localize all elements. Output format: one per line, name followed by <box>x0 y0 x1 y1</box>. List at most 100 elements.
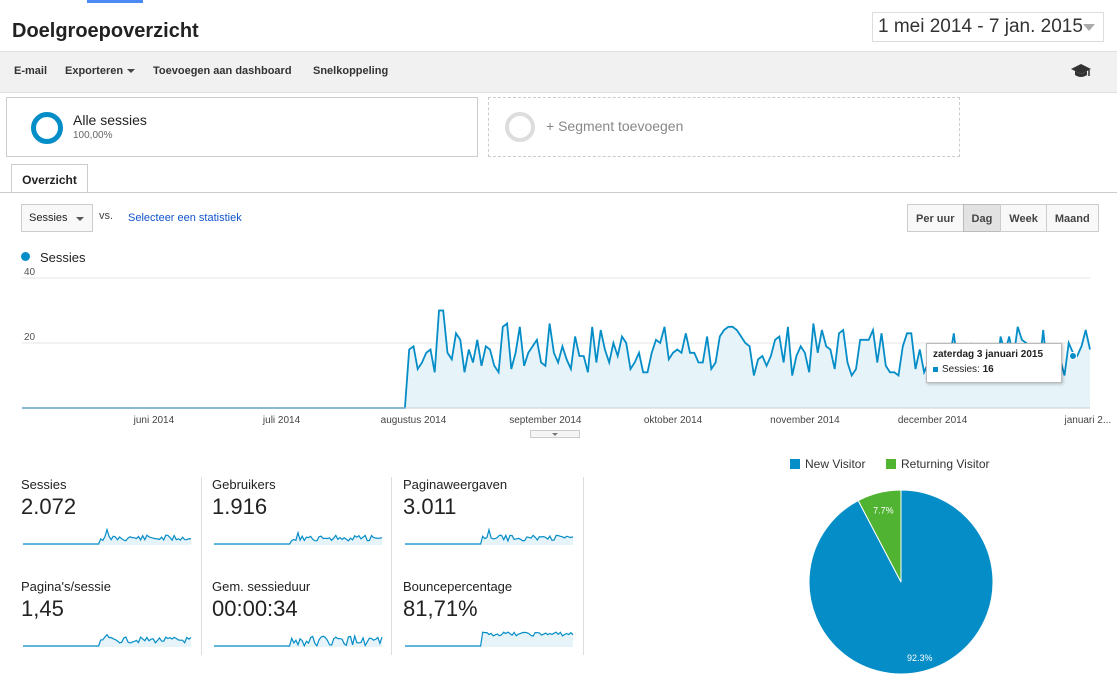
pie-legend-label: Returning Visitor <box>901 457 990 471</box>
metric-card[interactable]: Bouncepercentage 81,71% <box>403 579 583 667</box>
metric-label: Gebruikers <box>212 477 276 492</box>
metric-sparkline <box>214 633 383 648</box>
granularity-buttons: Per uur Dag Week Maand <box>907 204 1099 232</box>
metric-label: Sessies <box>21 477 67 492</box>
legend-swatch <box>790 459 800 469</box>
hover-point <box>1068 352 1077 360</box>
legend-swatch <box>886 459 896 469</box>
granularity-month-button[interactable]: Maand <box>1045 204 1099 232</box>
metric-select-value: Sessies <box>29 212 68 224</box>
sparkline-line <box>405 631 574 647</box>
metric-select[interactable]: Sessies <box>21 204 93 232</box>
sparkline-area <box>23 529 191 545</box>
sparkline-area <box>214 532 382 545</box>
email-button[interactable]: E-mail <box>14 65 48 77</box>
add-segment-slot[interactable]: + Segment toevoegen <box>488 97 960 157</box>
tooltip-value-row: Sessies: 16 <box>933 364 1055 375</box>
segment-percentage: 100,00% <box>73 130 113 141</box>
chart-expand-handle[interactable] <box>530 430 580 438</box>
date-range-picker[interactable]: 1 mei 2014 - 7 jan. 2015 <box>872 12 1104 42</box>
date-range-label: 1 mei 2014 - 7 jan. 2015 <box>878 16 1083 37</box>
metric-value: 1.916 <box>212 494 268 519</box>
sparkline-line <box>405 527 574 545</box>
vs-label: vs. <box>99 210 114 222</box>
tooltip-label: Sessies: <box>942 364 980 375</box>
metric-value: 3.011 <box>403 494 457 519</box>
metric-card[interactable]: Pagina's/sessie 1,45 <box>21 579 201 667</box>
metric-value: 1,45 <box>21 596 64 621</box>
metric-label: Paginaweergaven <box>403 477 508 492</box>
metric-value: 00:00:34 <box>212 596 298 621</box>
metric-sparkline <box>405 631 574 647</box>
granularity-day-button[interactable]: Dag <box>962 204 1002 232</box>
metric-card[interactable]: Gebruikers 1.916 <box>212 477 392 565</box>
metric-value: 81,71% <box>403 596 478 621</box>
tab-divider <box>0 192 1117 193</box>
active-tab-indicator <box>87 0 143 3</box>
empty-ring-icon <box>505 112 535 142</box>
report-toolbar: E-mail Exporteren Toevoegen aan dashboar… <box>0 51 1117 93</box>
granularity-hour-button[interactable]: Per uur <box>907 204 964 232</box>
sparkline-area <box>405 529 573 545</box>
sparkline-line <box>23 633 192 647</box>
pie-slice <box>857 489 902 583</box>
tooltip-value: 16 <box>982 364 994 375</box>
pie-legend-label: New Visitor <box>805 457 866 471</box>
caret-down-icon <box>76 217 84 221</box>
graduation-cap-icon[interactable] <box>1070 63 1092 79</box>
select-statistic-link[interactable]: Selecteer een statistiek <box>128 212 242 224</box>
granularity-week-button[interactable]: Week <box>1000 204 1047 232</box>
x-tick-label: oktober 2014 <box>644 415 703 426</box>
metric-sparkline <box>23 633 192 647</box>
export-label: Exporteren <box>65 65 124 77</box>
chart-legend-sessions: Sessies <box>40 250 86 265</box>
sparkline-area <box>23 634 191 647</box>
metric-divider <box>391 477 392 655</box>
sparkline-line <box>214 633 383 648</box>
metric-sparkline <box>23 527 192 545</box>
chevron-down-icon <box>1083 24 1095 31</box>
x-tick-label: januari 2... <box>1063 415 1111 426</box>
sparkline-line <box>214 530 383 545</box>
chart-tooltip: zaterdag 3 januari 2015 Sessies: 16 <box>926 343 1062 383</box>
metric-sparkline <box>214 530 383 545</box>
segment-ring-icon <box>31 112 63 144</box>
page-title: Doelgroepoverzicht <box>12 20 199 42</box>
tooltip-date: zaterdag 3 januari 2015 <box>933 349 1044 360</box>
metric-card[interactable]: Gem. sessieduur 00:00:34 <box>212 579 392 667</box>
y-tick-label: 20 <box>24 332 36 343</box>
add-to-dashboard-button[interactable]: Toevoegen aan dashboard <box>153 65 292 77</box>
metric-label: Bouncepercentage <box>403 579 513 594</box>
pie-legend-new: New Visitor <box>790 457 865 471</box>
x-tick-label: juli 2014 <box>262 415 301 426</box>
export-button[interactable]: Exporteren <box>65 65 136 77</box>
x-tick-label: november 2014 <box>770 415 840 426</box>
pie-slice-label: 7.7% <box>873 506 894 516</box>
pie-legend-returning: Returning Visitor <box>886 457 990 471</box>
caret-down-icon <box>127 69 136 74</box>
metric-label: Pagina's/sessie <box>21 579 111 594</box>
caret-down-icon <box>552 433 558 436</box>
metric-divider <box>201 477 202 655</box>
x-tick-label: augustus 2014 <box>381 415 447 426</box>
pie-slice-label: 92.3% <box>907 653 933 663</box>
visitor-pie-chart: 92.3% 7.7% <box>808 489 994 675</box>
y-tick-label: 40 <box>24 267 36 278</box>
add-segment-label: + Segment toevoegen <box>546 118 684 134</box>
tab-overview[interactable]: Overzicht <box>11 164 88 193</box>
metric-sparkline <box>405 527 574 545</box>
x-tick-label: december 2014 <box>898 415 968 426</box>
sparkline-line <box>23 527 192 545</box>
segment-all-sessions[interactable]: Alle sessies 100,00% <box>6 97 478 157</box>
sessions-line-chart: 40 20 juni 2014 juli 2014 augustus 2014 septe… <box>22 267 1111 426</box>
metric-card[interactable]: Paginaweergaven 3.011 <box>403 477 583 565</box>
x-tick-label: september 2014 <box>509 415 582 426</box>
segment-label: Alle sessies <box>73 112 147 128</box>
x-tick-label: juni 2014 <box>133 415 175 426</box>
metric-divider <box>583 477 584 655</box>
metric-value: 2.072 <box>21 494 77 519</box>
metric-label: Gem. sessieduur <box>212 579 311 594</box>
legend-dot-icon <box>21 252 30 261</box>
metric-card[interactable]: Sessies 2.072 <box>21 477 201 565</box>
shortcut-button[interactable]: Snelkoppeling <box>313 65 389 77</box>
